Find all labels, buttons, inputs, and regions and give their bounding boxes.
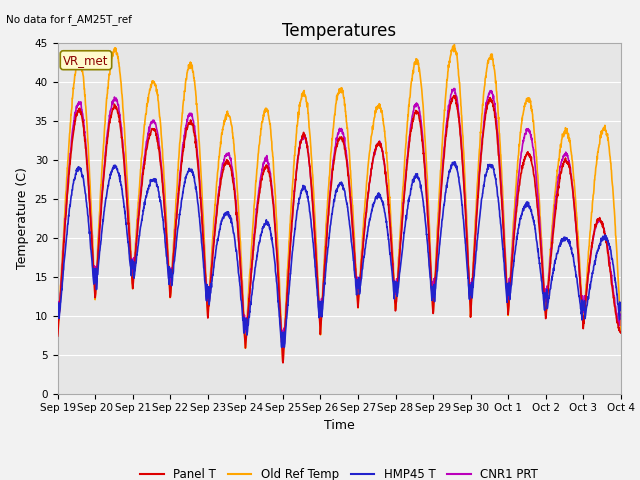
HMP45 T: [356, 290, 364, 296]
Panel T: [504, 298, 511, 304]
CNR1 PRT: [504, 281, 511, 287]
Old Ref Temp: [504, 296, 511, 301]
CNR1 PRT: [279, 345, 287, 350]
CNR1 PRT: [568, 174, 575, 180]
Y-axis label: Temperature (C): Temperature (C): [16, 168, 29, 269]
HMP45 T: [54, 315, 61, 321]
Line: HMP45 T: HMP45 T: [58, 162, 621, 348]
Old Ref Temp: [568, 152, 575, 157]
HMP45 T: [278, 345, 285, 350]
Old Ref Temp: [451, 42, 458, 48]
HMP45 T: [568, 245, 575, 251]
Panel T: [451, 93, 458, 98]
Text: No data for f_AM25T_ref: No data for f_AM25T_ref: [6, 14, 132, 25]
Panel T: [54, 333, 61, 339]
Panel T: [583, 282, 591, 288]
Text: VR_met: VR_met: [63, 54, 109, 67]
HMP45 T: [583, 302, 591, 308]
CNR1 PRT: [356, 284, 364, 290]
Old Ref Temp: [54, 336, 61, 342]
HMP45 T: [211, 256, 218, 262]
X-axis label: Time: Time: [324, 419, 355, 432]
Old Ref Temp: [279, 359, 287, 364]
Line: CNR1 PRT: CNR1 PRT: [58, 88, 621, 348]
Old Ref Temp: [583, 271, 591, 277]
HMP45 T: [617, 307, 625, 313]
HMP45 T: [368, 208, 376, 214]
Old Ref Temp: [617, 328, 625, 334]
CNR1 PRT: [211, 228, 218, 234]
Panel T: [279, 360, 287, 366]
Panel T: [617, 330, 625, 336]
CNR1 PRT: [617, 312, 625, 318]
CNR1 PRT: [368, 162, 376, 168]
Old Ref Temp: [211, 208, 218, 214]
Title: Temperatures: Temperatures: [282, 22, 396, 40]
HMP45 T: [504, 281, 511, 287]
CNR1 PRT: [54, 320, 61, 326]
Panel T: [568, 176, 575, 182]
Old Ref Temp: [368, 131, 376, 136]
Line: Old Ref Temp: Old Ref Temp: [58, 45, 621, 361]
CNR1 PRT: [451, 85, 458, 91]
Line: Panel T: Panel T: [58, 96, 621, 363]
Old Ref Temp: [356, 277, 364, 283]
Panel T: [356, 281, 364, 287]
Panel T: [368, 165, 376, 170]
HMP45 T: [451, 159, 459, 165]
Legend: Panel T, Old Ref Temp, HMP45 T, CNR1 PRT: Panel T, Old Ref Temp, HMP45 T, CNR1 PRT: [135, 463, 543, 480]
Panel T: [211, 233, 218, 239]
CNR1 PRT: [583, 284, 591, 290]
